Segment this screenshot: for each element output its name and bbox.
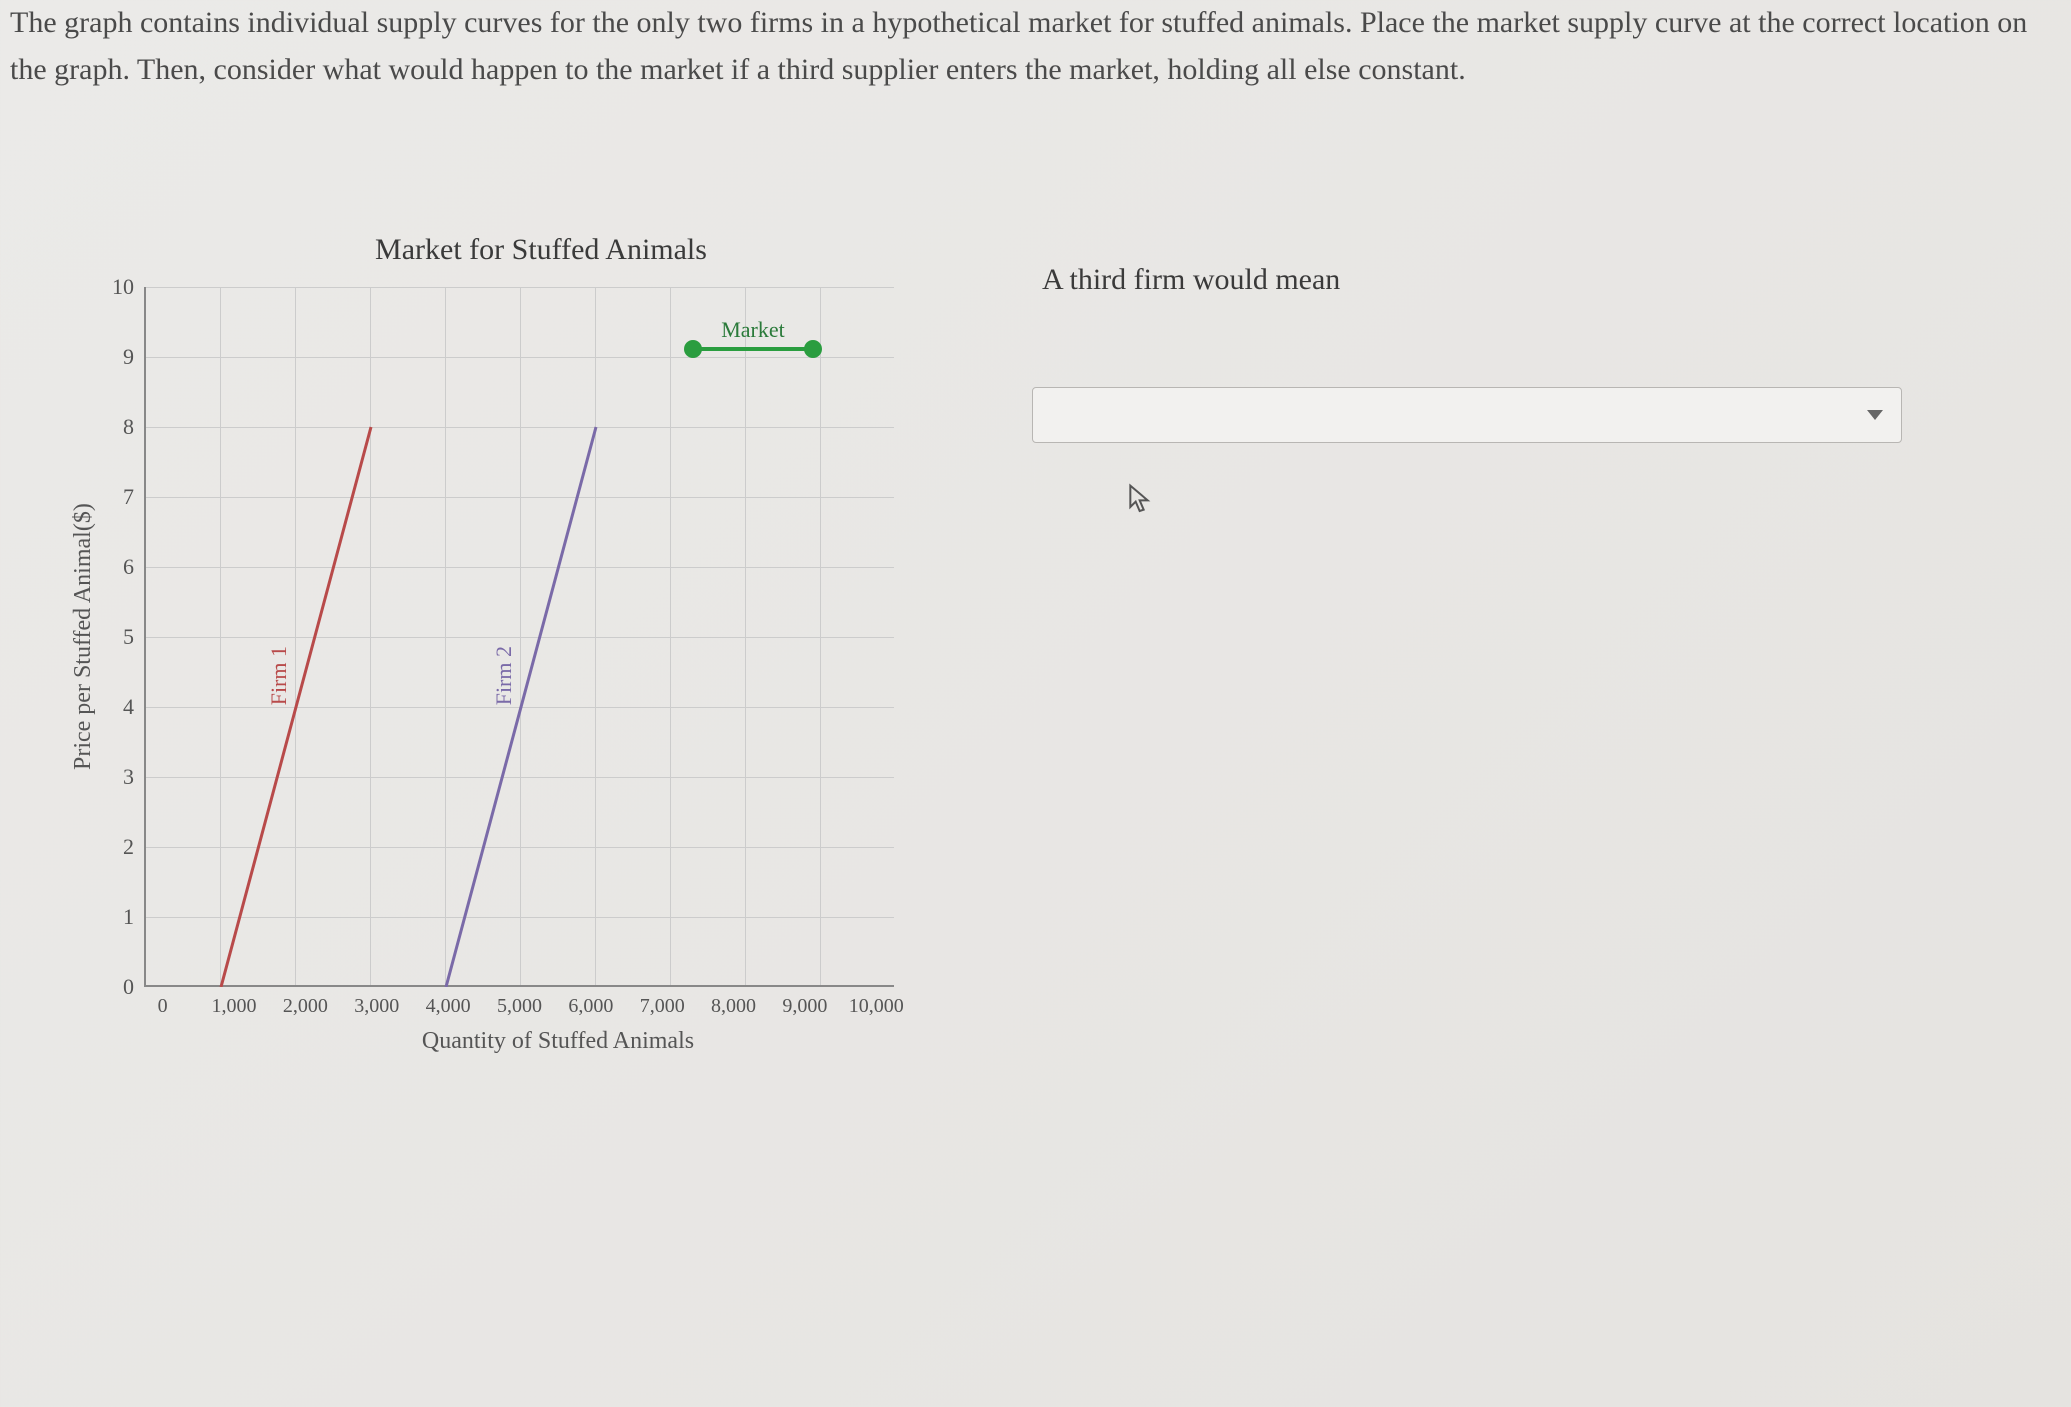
cursor-icon	[1127, 483, 2071, 523]
y-ticks: 10 9 8 7 6 5 4 3 2 1 0	[112, 287, 144, 987]
answer-dropdown[interactable]	[1032, 387, 1902, 443]
answer-section: A third firm would mean	[1032, 233, 2071, 1055]
prompt-label: A third firm would mean	[1042, 263, 2071, 297]
x-tick: 2,000	[270, 995, 341, 1018]
x-tick: 10,000	[841, 995, 912, 1018]
chevron-down-icon	[1867, 410, 1883, 420]
x-ticks: 0 1,000 2,000 3,000 4,000 5,000 6,000 7,…	[127, 987, 912, 1018]
firm2-label: Firm 2	[491, 646, 517, 705]
x-tick: 0	[127, 995, 198, 1018]
x-tick: 8,000	[698, 995, 769, 1018]
y-axis-label: Price per Stuffed Animal($)	[70, 287, 97, 987]
firm2-line	[446, 427, 596, 987]
question-text: The graph contains individual supply cur…	[0, 0, 2071, 93]
x-tick: 7,000	[627, 995, 698, 1018]
x-tick: 4,000	[412, 995, 483, 1018]
x-axis-label: Quantity of Stuffed Animals	[204, 1028, 912, 1055]
firm1-line	[221, 427, 371, 987]
content-area: Market for Stuffed Animals Price per Stu…	[0, 233, 2071, 1055]
supply-lines-svg	[146, 287, 896, 987]
firm1-label: Firm 1	[266, 646, 292, 705]
market-label: Market	[721, 317, 785, 343]
chart-title: Market for Stuffed Animals	[170, 233, 912, 267]
x-tick: 6,000	[555, 995, 626, 1018]
plot-area[interactable]: Firm 1 Firm 2 Market	[144, 287, 894, 987]
chart-container: Price per Stuffed Animal($) 10 9 8 7 6 5…	[70, 287, 912, 1055]
pointer-svg	[1127, 483, 1155, 515]
x-tick: 9,000	[769, 995, 840, 1018]
market-draggable[interactable]: Market	[693, 317, 813, 351]
chart-section: Market for Stuffed Animals Price per Stu…	[70, 233, 912, 1055]
x-tick: 1,000	[198, 995, 269, 1018]
market-line-icon	[693, 347, 813, 351]
x-tick: 5,000	[484, 995, 555, 1018]
x-tick: 3,000	[341, 995, 412, 1018]
